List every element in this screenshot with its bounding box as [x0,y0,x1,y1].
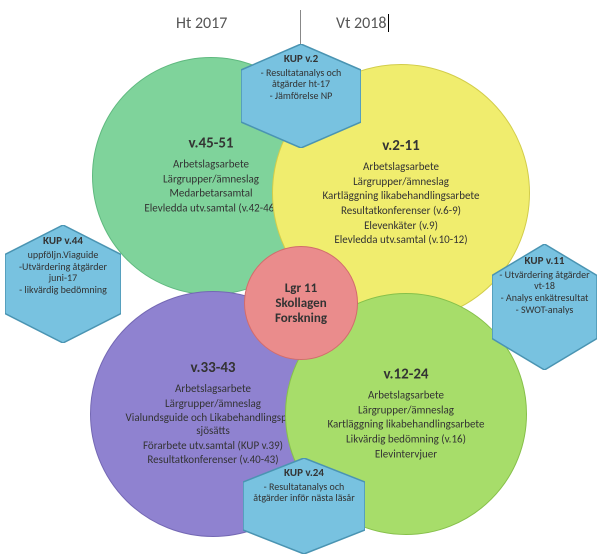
hex-line: - Utvärdering åtgärder vt-18 [498,269,590,291]
hex-line: - Jämförelse NP [248,90,354,101]
hex-kup-44: KUP v.44 uppföljn.Viaguide-Utvärdering åt… [5,225,121,343]
hex-kup-11: KUP v.11 - Utvärdering åtgärder vt-18- An… [492,244,597,370]
circle-line: Kartläggning likabehandlingsarbete [291,190,511,203]
hex-kup-24: KUP v.24 - Resultatanalys och åtgärder in… [243,458,365,554]
circle-line: Lärgrupper/ämneslag [303,404,509,417]
hex-title: KUP v.11 [498,254,590,267]
diagram-stage: Ht 2017 Vt 2018 v.45-51ArbetslagsarbeteL… [0,0,600,555]
hex-line: - Resultatanalys och åtgärder ht-17 [248,67,354,89]
hex-line: - Resultatanalys och åtgärder inför näst… [250,481,357,503]
period-right-label: Vt 2018 [336,14,387,33]
circle-line: Arbetslagsarbete [303,389,509,402]
center-line: Forskning [275,311,327,326]
center-line: Lgr 11 [285,281,317,296]
circle-line: Lärgrupper/ämneslag [291,176,511,189]
circle-line: Resultatkonferenser (v.6-9) [291,205,511,218]
hex-kup-2: KUP v.2 - Resultatanalys och åtgärder ht-… [241,44,361,148]
circle-title: v.12-24 [303,365,509,383]
hex-title: KUP v.2 [248,52,354,65]
circle-line: Förarbete utv.samtal (KUP v.39) [108,440,318,453]
circle-line: Elevledda utv.samtal (v.10-12) [291,234,511,247]
hex-line: uppföljn.Viaguide [12,249,114,260]
center-circle: Lgr 11SkollagenForskning [244,246,358,360]
hex-line: - SWOT-analys [498,304,590,315]
hex-line: - likvärdig bedömning [12,284,114,295]
period-left-label: Ht 2017 [176,14,227,33]
hex-title: KUP v.44 [12,234,114,247]
hex-line: - Analys enkätresultat [498,292,590,303]
circle-line: Likvärdig bedömning (v.16) [303,433,509,446]
text-cursor [388,14,389,32]
circle-line: Kartläggning likabehandlingsarbete [303,419,509,432]
hex-title: KUP v.24 [250,466,357,479]
circle-line: Arbetslagsarbete [291,161,511,174]
circle-line: Elevenkäter (v.9) [291,220,511,233]
hex-line: -Utvärdering åtgärder juni-17 [12,261,114,283]
circle-title: v.33-43 [108,359,318,377]
center-line: Skollagen [275,296,326,311]
